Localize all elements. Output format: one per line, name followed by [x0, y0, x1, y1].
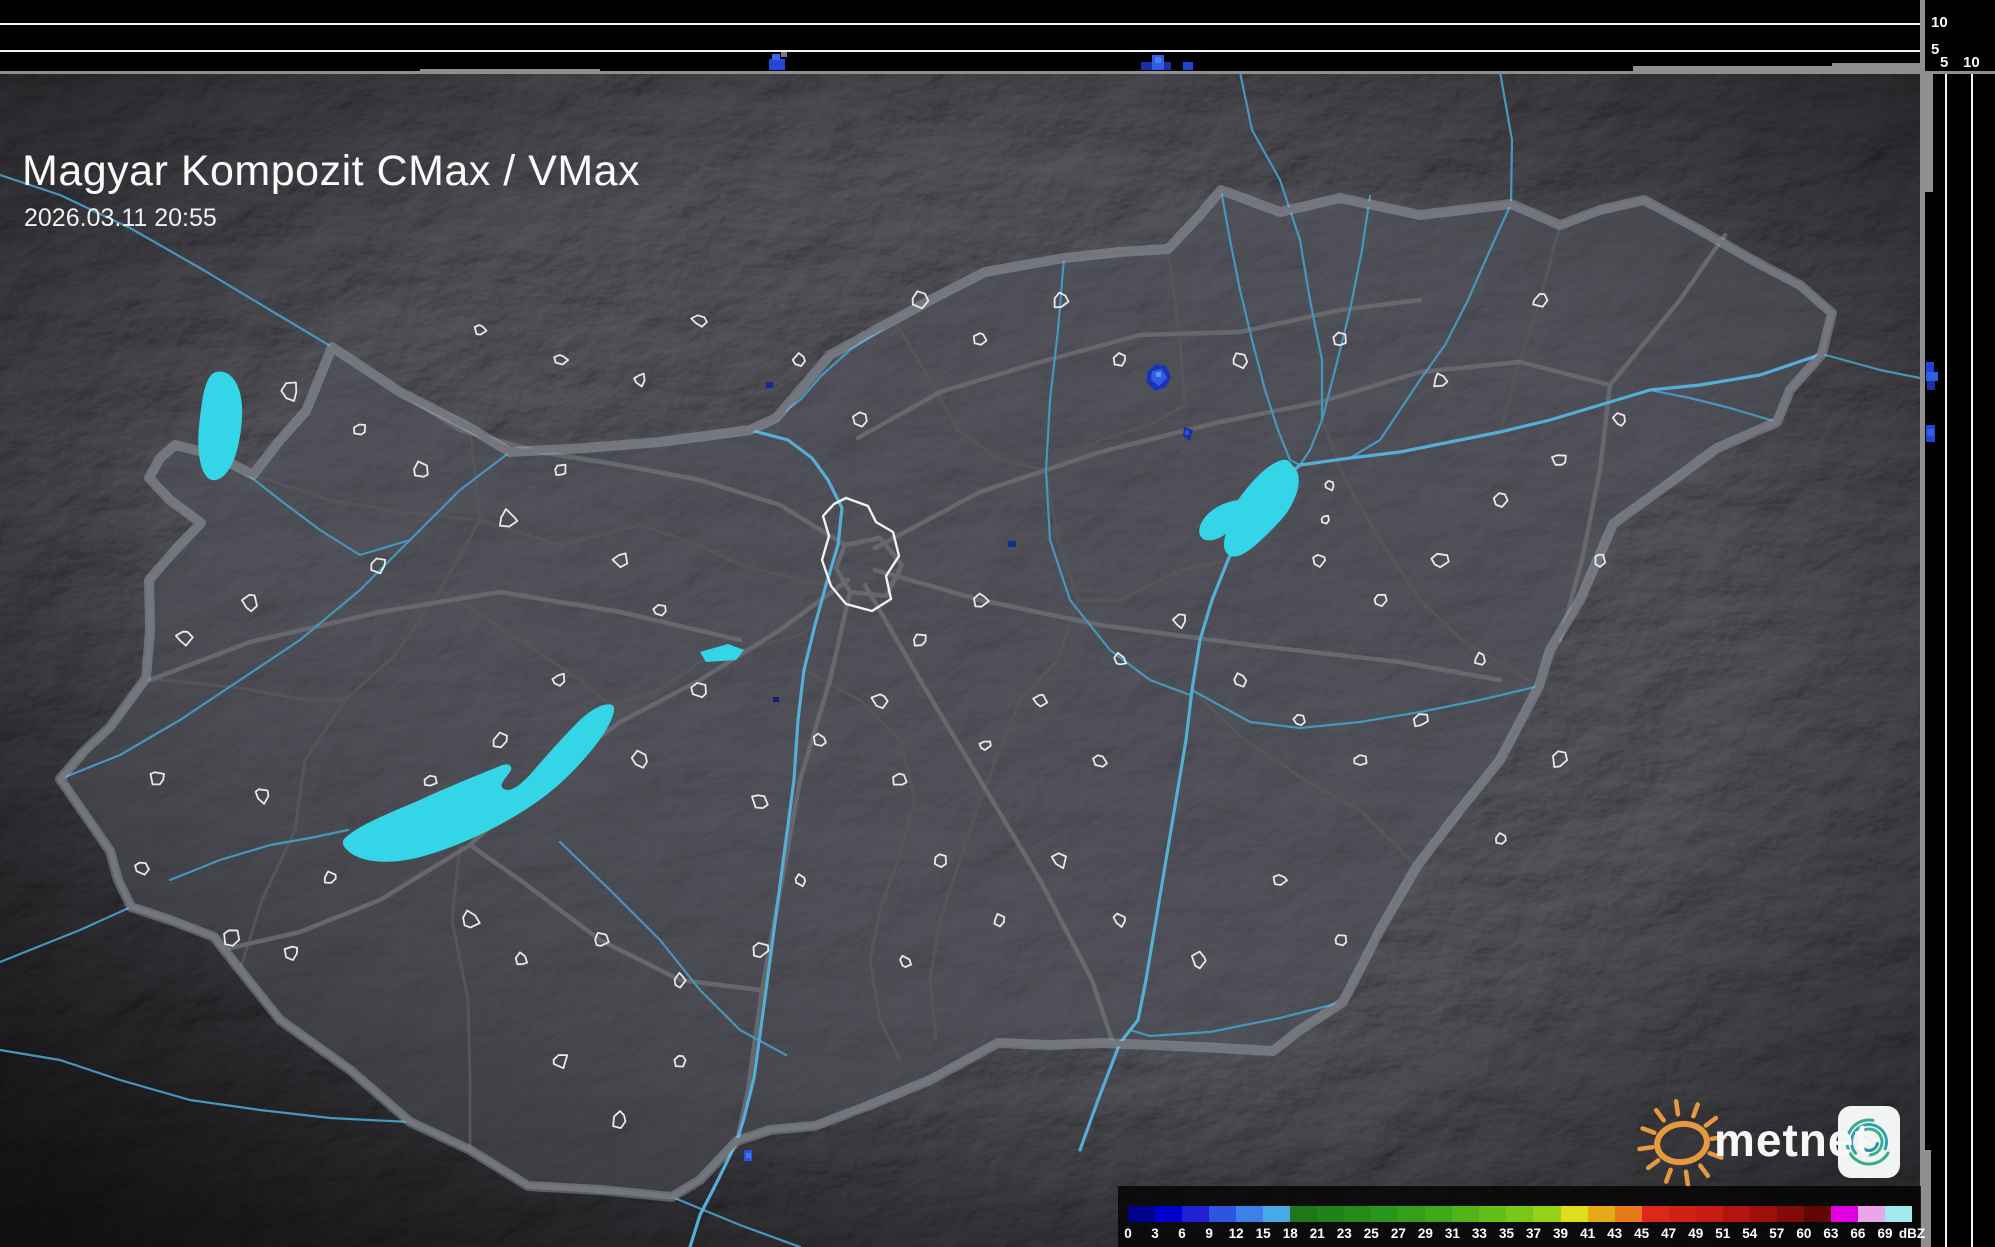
radar-echo: [1185, 430, 1189, 435]
right-projection-panel: [1925, 72, 1995, 1247]
dbz-color-cell: [1750, 1206, 1777, 1222]
dbz-scale-panel: 0369121518212325272931333537394143454749…: [1118, 1186, 1921, 1247]
radar-echo-projection: [1155, 57, 1161, 63]
dbz-tick-label: 69: [1877, 1226, 1892, 1241]
dbz-tick-label: 3: [1151, 1226, 1159, 1241]
dbz-tick-label: 6: [1178, 1226, 1186, 1241]
dbz-tick-label: 39: [1553, 1226, 1568, 1241]
dbz-tick-label: 49: [1688, 1226, 1703, 1241]
dbz-color-cell: [1371, 1206, 1398, 1222]
dbz-color-cell: [1317, 1206, 1344, 1222]
dbz-color-cell: [1561, 1206, 1588, 1222]
dbz-color-cell: [1263, 1206, 1290, 1222]
dbz-tick-label: 23: [1337, 1226, 1352, 1241]
dbz-tick-label: 9: [1205, 1226, 1213, 1241]
altitude-gridline: [0, 23, 1921, 25]
terrain-profile: [1925, 1150, 1931, 1247]
dbz-tick-label: 21: [1310, 1226, 1325, 1241]
dbz-tick-label: 15: [1256, 1226, 1271, 1241]
radar-echo-projection: [772, 54, 780, 60]
dbz-unit-label: dBZ: [1899, 1226, 1925, 1241]
dbz-tick-label: 60: [1796, 1226, 1811, 1241]
dbz-color-cell: [1155, 1206, 1182, 1222]
dbz-color-cell: [1290, 1206, 1317, 1222]
top-projection-panel: [0, 0, 1921, 72]
radar-echo: [1008, 541, 1016, 547]
dbz-color-cell: [1642, 1206, 1669, 1222]
radar-echo-projection: [1927, 429, 1934, 436]
dbz-tick-label: 63: [1823, 1226, 1838, 1241]
dbz-tick-label: 0: [1124, 1226, 1132, 1241]
dbz-tick-label: 41: [1580, 1226, 1595, 1241]
terrain-profile: [1925, 72, 1933, 192]
dbz-tick-label: 27: [1391, 1226, 1406, 1241]
radar-echo: [773, 697, 779, 702]
altitude-gridline: [1945, 72, 1947, 1247]
dbz-tick-label: 29: [1418, 1226, 1433, 1241]
dbz-color-cell: [1209, 1206, 1236, 1222]
dbz-tick-label: 35: [1499, 1226, 1514, 1241]
dbz-tick-label: 31: [1445, 1226, 1460, 1241]
right-axis-tick-5km: 5: [1940, 55, 1948, 70]
dbz-color-cell: [1588, 1206, 1615, 1222]
dbz-tick-label: 51: [1715, 1226, 1730, 1241]
radar-composite-image: Magyar Kompozit CMax / VMax 2026.03.11 2…: [0, 0, 1995, 1247]
radar-echo-projection: [1926, 372, 1938, 381]
dbz-color-cell: [1344, 1206, 1371, 1222]
top-axis-tick-10km: 10: [1931, 15, 1948, 30]
dbz-color-cell: [1533, 1206, 1560, 1222]
dbz-tick-label: 54: [1742, 1226, 1757, 1241]
map-frame-vertical: [1920, 0, 1925, 1247]
map-area: Magyar Kompozit CMax / VMax 2026.03.11 2…: [0, 72, 1921, 1247]
radar-echo: [1156, 372, 1161, 377]
dbz-tick-label: 37: [1526, 1226, 1541, 1241]
dbz-color-cell: [1723, 1206, 1750, 1222]
dbz-color-cell: [1804, 1206, 1831, 1222]
axis-corner: 10 5 5 10: [1925, 0, 1995, 72]
dbz-tick-label: 43: [1607, 1226, 1622, 1241]
dbz-color-cell: [1398, 1206, 1425, 1222]
dbz-tick-label: 66: [1850, 1226, 1865, 1241]
radar-echo-projection: [1927, 381, 1935, 390]
dbz-color-cell: [1885, 1206, 1912, 1222]
altitude-gridline: [1971, 72, 1973, 1247]
radar-echo-projection: [769, 59, 785, 70]
dbz-color-cell: [1831, 1206, 1858, 1222]
dbz-color-cell: [1182, 1206, 1209, 1222]
dbz-tick-label: 12: [1229, 1226, 1244, 1241]
radar-echo: [746, 1153, 751, 1158]
dbz-color-cell: [1236, 1206, 1263, 1222]
dbz-tick-label: 45: [1634, 1226, 1649, 1241]
map-frame-horizontal: [0, 71, 1995, 74]
timestamp: 2026.03.11 20:55: [24, 204, 217, 233]
dbz-colorbar: [1128, 1206, 1912, 1222]
dbz-color-cell: [1696, 1206, 1723, 1222]
dbz-tick-label: 47: [1661, 1226, 1676, 1241]
dbz-color-cell: [1425, 1206, 1452, 1222]
dbz-color-cell: [1669, 1206, 1696, 1222]
dbz-color-cell: [1777, 1206, 1804, 1222]
dbz-tick-label: 33: [1472, 1226, 1487, 1241]
dbz-color-cell: [1858, 1206, 1885, 1222]
dbz-tick-label: 57: [1769, 1226, 1784, 1241]
dbz-color-cell: [1479, 1206, 1506, 1222]
page-title: Magyar Kompozit CMax / VMax: [22, 147, 640, 196]
logo-text: metnet: [1714, 1113, 1871, 1167]
dbz-color-cell: [1452, 1206, 1479, 1222]
radar-echo-projection: [781, 52, 787, 57]
dbz-color-cell: [1128, 1206, 1155, 1222]
dbz-tick-label: 25: [1364, 1226, 1379, 1241]
dbz-tick-label: 18: [1283, 1226, 1298, 1241]
dbz-scale-labels: 0369121518212325272931333537394143454749…: [1128, 1226, 1912, 1242]
radar-echo-projection: [1183, 62, 1193, 70]
metnet-logo: metnet: [1636, 1095, 1906, 1190]
top-axis-tick-5km: 5: [1931, 42, 1939, 57]
dbz-color-cell: [1506, 1206, 1533, 1222]
hungary-radar-map: [0, 72, 1921, 1247]
radar-echo: [766, 382, 773, 388]
altitude-gridline: [0, 50, 1921, 52]
dbz-color-cell: [1615, 1206, 1642, 1222]
right-axis-tick-10km: 10: [1963, 55, 1980, 70]
